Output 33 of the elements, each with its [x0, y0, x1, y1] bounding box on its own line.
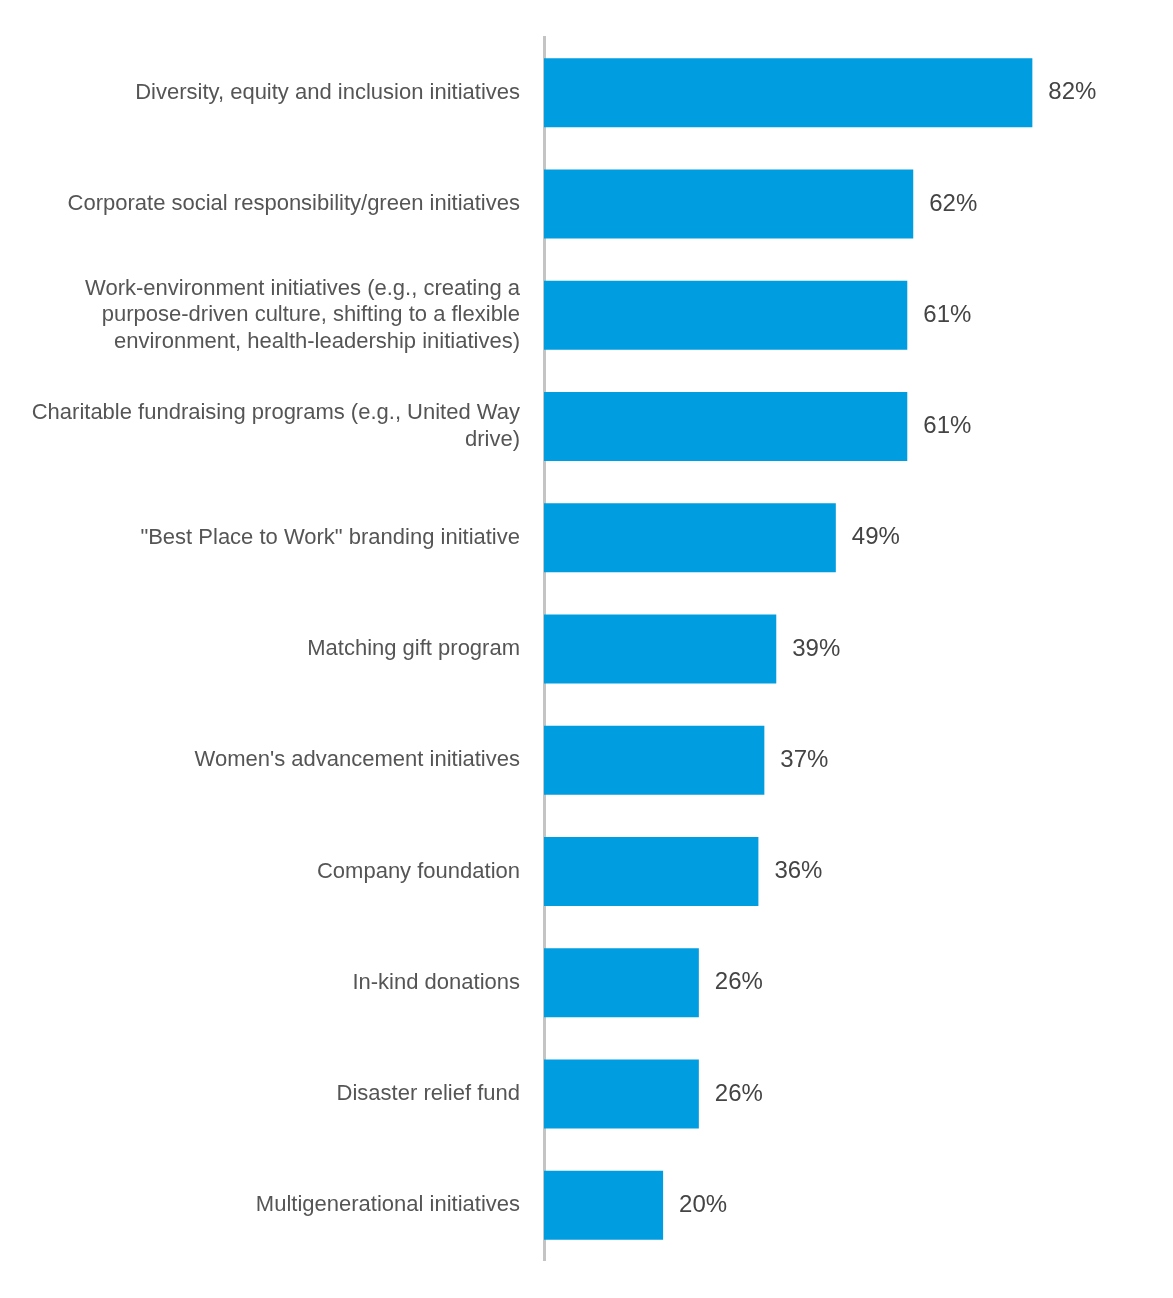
- bar: [544, 1170, 664, 1240]
- y-tick-label: Diversity, equity and inclusion initiatives: [135, 78, 520, 104]
- bar: [544, 280, 908, 350]
- data-label: 62%: [929, 188, 978, 216]
- data-label: 61%: [923, 299, 972, 327]
- bar: [544, 503, 836, 573]
- bar: [544, 725, 765, 795]
- bar: [544, 1059, 699, 1129]
- y-tick-label: "Best Place to Work" branding initiative: [140, 523, 520, 549]
- data-label: 82%: [1048, 77, 1097, 105]
- y-tick-label: Matching gift program: [307, 635, 520, 661]
- bar: [544, 948, 699, 1018]
- bar: [544, 614, 777, 684]
- data-label: 39%: [792, 633, 841, 661]
- y-tick-label: In-kind donations: [352, 968, 520, 994]
- data-label: 49%: [851, 522, 900, 550]
- y-tick-label: Charitable fundraising programs (e.g., United Way drive): [31, 399, 520, 451]
- data-label: 20%: [679, 1189, 728, 1217]
- bar: [544, 58, 1033, 128]
- data-label: 36%: [774, 856, 823, 884]
- y-tick-label: Work-environment initiatives (e.g., creating a purpose-driven culture, shifting to a flexible environment, health-leadership initiatives): [85, 274, 521, 353]
- bar: [544, 169, 914, 239]
- y-tick-label: Disaster relief fund: [336, 1080, 520, 1106]
- y-tick-label: Company foundation: [316, 857, 520, 883]
- bar: [544, 836, 759, 906]
- y-tick-label: Multigenerational initiatives: [255, 1191, 520, 1217]
- bar: [544, 392, 908, 462]
- data-label: 26%: [714, 967, 763, 995]
- y-tick-label: Women's advancement initiatives: [194, 746, 520, 772]
- data-label: 61%: [923, 411, 972, 439]
- data-label: 37%: [780, 744, 829, 772]
- data-label: 26%: [714, 1078, 763, 1106]
- y-tick-label: Corporate social responsibility/green initiatives: [67, 190, 520, 216]
